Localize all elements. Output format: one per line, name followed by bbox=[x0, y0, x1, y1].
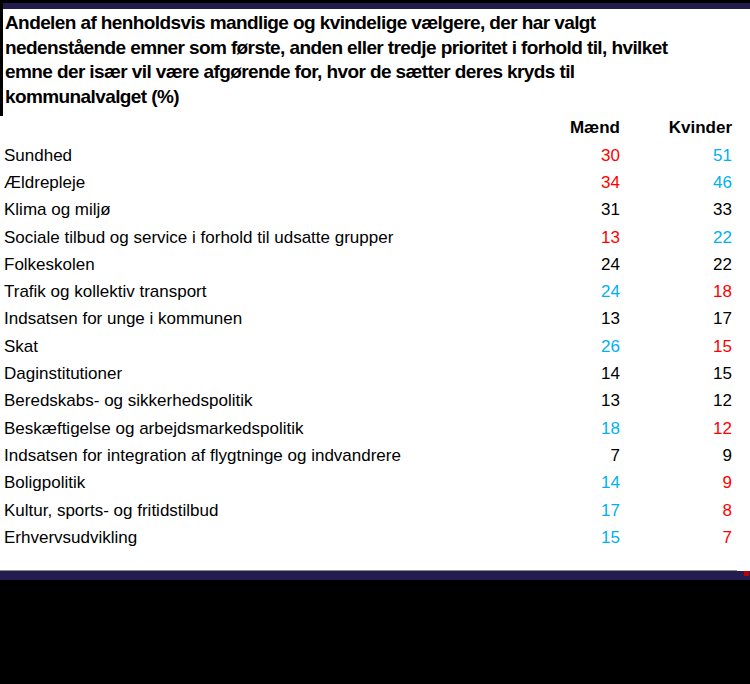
kvinder-value: 51 bbox=[620, 146, 732, 166]
row-label: Sociale tilbud og service i forhold til … bbox=[4, 228, 525, 248]
maend-value: 17 bbox=[525, 501, 620, 521]
table-row: Trafik og kollektiv transport 24 18 bbox=[4, 278, 732, 305]
table-row: Boligpolitik 14 9 bbox=[4, 470, 732, 497]
table-row: Skat 26 15 bbox=[4, 333, 732, 360]
table-row: Sundhed 30 51 bbox=[4, 142, 732, 169]
report-figure-page: Andelen af henholdsvis mandlige og kvind… bbox=[0, 0, 750, 684]
maend-value: 15 bbox=[525, 528, 620, 548]
top-border-bar bbox=[0, 0, 750, 9]
title-line-3: emne der især vil være afgørende for, hv… bbox=[5, 60, 747, 85]
title-line-1: Andelen af henholdsvis mandlige og kvind… bbox=[5, 11, 747, 36]
red-corner-mark bbox=[744, 571, 749, 576]
maend-value: 18 bbox=[525, 419, 620, 439]
maend-value: 34 bbox=[525, 173, 620, 193]
table-body: Sundhed 30 51 Ældrepleje 34 46 Klima og … bbox=[4, 142, 732, 551]
table-row: Erhvervsudvikling 15 7 bbox=[4, 524, 732, 551]
table-row: Daginstitutioner 14 15 bbox=[4, 360, 732, 387]
footer-black-area bbox=[0, 580, 750, 684]
kvinder-value: 22 bbox=[620, 228, 732, 248]
table-row: Sociale tilbud og service i forhold til … bbox=[4, 224, 732, 251]
column-header-kvinder: Kvinder bbox=[620, 118, 732, 138]
maend-value: 24 bbox=[525, 255, 620, 275]
table-row: Kultur, sports- og fritidstilbud 17 8 bbox=[4, 497, 732, 524]
kvinder-value: 7 bbox=[620, 528, 732, 548]
row-label: Beskæftigelse og arbejdsmarkedspolitik bbox=[4, 419, 525, 439]
row-label: Kultur, sports- og fritidstilbud bbox=[4, 501, 525, 521]
kvinder-value: 9 bbox=[620, 473, 732, 493]
maend-value: 13 bbox=[525, 391, 620, 411]
kvinder-value: 12 bbox=[620, 419, 732, 439]
row-label: Trafik og kollektiv transport bbox=[4, 282, 525, 302]
maend-value: 14 bbox=[525, 364, 620, 384]
row-label: Indsatsen for integration af flygtninge … bbox=[4, 446, 525, 466]
kvinder-value: 22 bbox=[620, 255, 732, 275]
maend-value: 13 bbox=[525, 309, 620, 329]
maend-value: 7 bbox=[525, 446, 620, 466]
column-header-maend: Mænd bbox=[525, 118, 620, 138]
title-line-4: kommunalvalget (%) bbox=[5, 85, 747, 110]
kvinder-value: 15 bbox=[620, 337, 732, 357]
row-label: Beredskabs- og sikkerhedspolitik bbox=[4, 391, 525, 411]
kvinder-value: 15 bbox=[620, 364, 732, 384]
kvinder-value: 46 bbox=[620, 173, 732, 193]
row-label: Daginstitutioner bbox=[4, 364, 525, 384]
table-row: Ældrepleje 34 46 bbox=[4, 169, 732, 196]
table-header-row: Mænd Kvinder bbox=[4, 114, 732, 142]
maend-value: 26 bbox=[525, 337, 620, 357]
kvinder-value: 17 bbox=[620, 309, 732, 329]
kvinder-value: 8 bbox=[620, 501, 732, 521]
title-line-2: nedenstående emner som første, anden ell… bbox=[5, 36, 747, 61]
row-label: Skat bbox=[4, 337, 525, 357]
left-border-strip bbox=[0, 0, 3, 116]
table-row: Folkeskolen 24 22 bbox=[4, 251, 732, 278]
maend-value: 24 bbox=[525, 282, 620, 302]
maend-value: 31 bbox=[525, 200, 620, 220]
table-row: Indsatsen for integration af flygtninge … bbox=[4, 442, 732, 469]
table-row: Beredskabs- og sikkerhedspolitik 13 12 bbox=[4, 388, 732, 415]
table-row: Beskæftigelse og arbejdsmarkedspolitik 1… bbox=[4, 415, 732, 442]
kvinder-value: 9 bbox=[620, 446, 732, 466]
maend-value: 14 bbox=[525, 473, 620, 493]
bottom-border-bar bbox=[0, 571, 750, 580]
row-label: Sundhed bbox=[4, 146, 525, 166]
row-label: Folkeskolen bbox=[4, 255, 525, 275]
page-title: Andelen af henholdsvis mandlige og kvind… bbox=[5, 11, 747, 109]
row-label: Klima og miljø bbox=[4, 200, 525, 220]
kvinder-value: 18 bbox=[620, 282, 732, 302]
row-label: Indsatsen for unge i kommunen bbox=[4, 309, 525, 329]
row-label: Ældrepleje bbox=[4, 173, 525, 193]
kvinder-value: 33 bbox=[620, 200, 732, 220]
table-row: Klima og miljø 31 33 bbox=[4, 197, 732, 224]
priority-table: Mænd Kvinder Sundhed 30 51 Ældrepleje 34… bbox=[4, 114, 732, 551]
maend-value: 30 bbox=[525, 146, 620, 166]
table-row: Indsatsen for unge i kommunen 13 17 bbox=[4, 306, 732, 333]
row-label: Boligpolitik bbox=[4, 473, 525, 493]
maend-value: 13 bbox=[525, 228, 620, 248]
kvinder-value: 12 bbox=[620, 391, 732, 411]
row-label: Erhvervsudvikling bbox=[4, 528, 525, 548]
